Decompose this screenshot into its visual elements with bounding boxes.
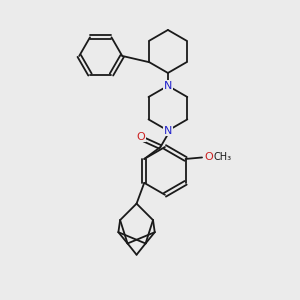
Text: CH₃: CH₃ <box>213 152 232 163</box>
Text: N: N <box>164 81 172 91</box>
Text: O: O <box>136 132 145 142</box>
Text: N: N <box>164 126 172 136</box>
Text: O: O <box>204 152 213 163</box>
